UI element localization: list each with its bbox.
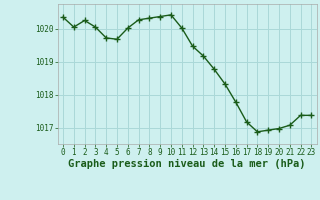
- X-axis label: Graphe pression niveau de la mer (hPa): Graphe pression niveau de la mer (hPa): [68, 159, 306, 169]
